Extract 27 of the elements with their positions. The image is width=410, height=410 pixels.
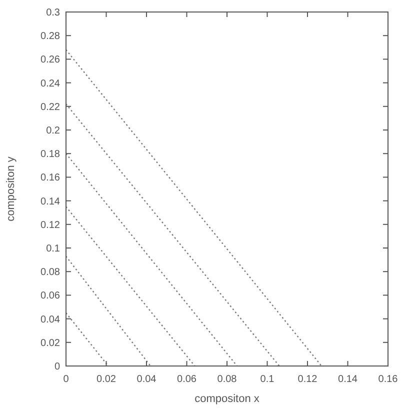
y-tick-label: 0.2 bbox=[46, 126, 60, 136]
y-tick-label: 0.14 bbox=[40, 196, 60, 208]
y-tick-label: 0.24 bbox=[40, 78, 60, 90]
y-tick-label: 0 bbox=[54, 362, 60, 372]
y-tick-label: 0.26 bbox=[40, 54, 60, 66]
y-tick-label: 0.18 bbox=[40, 149, 60, 160]
x-tick-label: 0.16 bbox=[378, 374, 398, 385]
y-tick-label: 0.1 bbox=[46, 244, 60, 254]
x-tick-label: 0.06 bbox=[177, 374, 197, 385]
y-tick-label: 0.08 bbox=[40, 267, 60, 278]
y-tick-label: 0.22 bbox=[40, 102, 60, 113]
x-axis-title: compositon x bbox=[194, 393, 260, 405]
x-tick-label: 0.04 bbox=[136, 374, 157, 385]
y-tick-label: 0.04 bbox=[40, 314, 60, 326]
y-tick-label: 0.28 bbox=[40, 31, 60, 42]
x-tick-label: 0.14 bbox=[338, 374, 358, 385]
y-axis-title: compositon y bbox=[5, 156, 17, 222]
x-tick-label: 0.02 bbox=[96, 374, 116, 385]
y-tick-label: 0.06 bbox=[40, 290, 60, 302]
x-tick-label: 0.1 bbox=[260, 374, 275, 385]
y-tick-label: 0.12 bbox=[40, 220, 60, 231]
x-tick-label: 0.12 bbox=[298, 374, 318, 385]
y-tick-label: 0.3 bbox=[46, 8, 60, 18]
y-tick-label: 0.02 bbox=[40, 338, 60, 349]
x-tick-label: 0 bbox=[63, 374, 70, 385]
x-tick-label: 0.08 bbox=[217, 374, 238, 385]
y-tick-label: 0.16 bbox=[40, 172, 60, 184]
